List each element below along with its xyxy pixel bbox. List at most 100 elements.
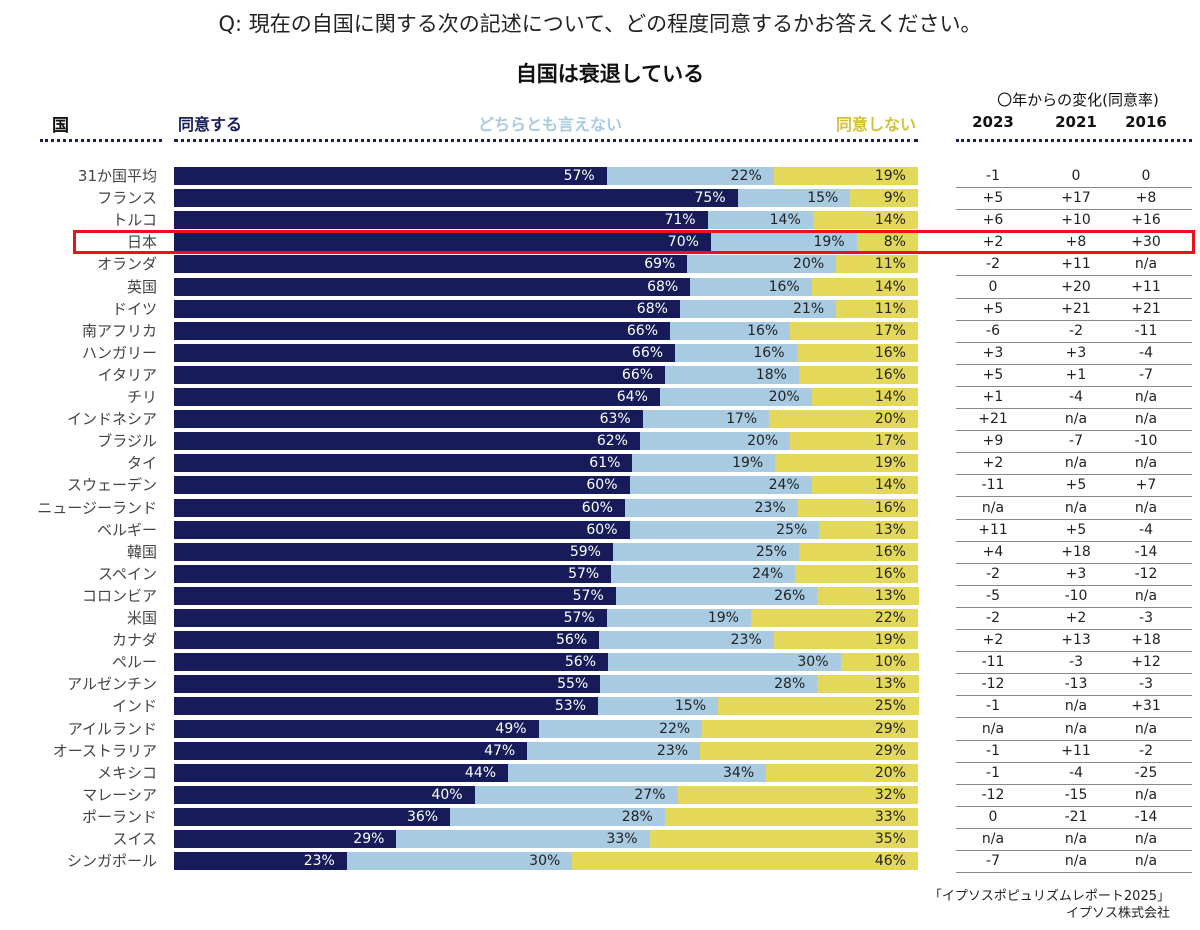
country-label: 日本 xyxy=(126,233,157,252)
data-label-neutral: 21% xyxy=(793,300,825,317)
change-cell-2016: +8 xyxy=(1135,190,1157,207)
change-cell-2023: n/a xyxy=(981,720,1005,737)
data-label-disagree: 16% xyxy=(874,499,906,516)
data-label-disagree: 33% xyxy=(874,808,906,825)
bar-segment-neutral xyxy=(599,631,775,650)
change-cell-2016: n/a xyxy=(1134,499,1158,516)
data-label-agree: 57% xyxy=(568,565,600,582)
bar-segment-agree xyxy=(174,498,626,517)
change-row-divider xyxy=(956,275,1192,277)
country-label: ニュージーランド xyxy=(37,498,157,517)
country-label: 南アフリカ xyxy=(81,321,157,340)
country-label: スウェーデン xyxy=(66,476,157,495)
bar-segment-disagree xyxy=(840,653,919,672)
data-label-neutral: 22% xyxy=(730,168,762,184)
data-label-disagree: 25% xyxy=(874,698,906,715)
data-label-disagree: 19% xyxy=(874,455,906,472)
data-label-disagree: 10% xyxy=(874,654,906,671)
data-label-disagree: 16% xyxy=(874,543,906,560)
change-cell-2021: n/a xyxy=(1064,853,1088,870)
change-cell-2023: +5 xyxy=(982,300,1004,317)
country-header-divider xyxy=(40,139,162,142)
data-label-neutral: 34% xyxy=(723,764,755,781)
country-label: 米国 xyxy=(126,609,157,627)
bar-segment-agree xyxy=(174,410,644,429)
data-label-disagree: 16% xyxy=(874,344,906,361)
change-cell-2023: +5 xyxy=(982,190,1004,207)
bar-segment-disagree xyxy=(817,675,919,694)
bar-segment-disagree xyxy=(773,631,919,650)
data-label-agree: 36% xyxy=(406,808,439,825)
bar-segment-disagree xyxy=(850,189,919,208)
bar-row: 40% 27% 32% xyxy=(174,785,919,804)
bar-segment-agree xyxy=(174,189,739,208)
country-label: 英国 xyxy=(126,277,157,296)
bar-segment-disagree xyxy=(572,852,919,871)
source-line-1: 「イプソスポピュリズムレポート2025」 xyxy=(928,889,1170,904)
data-label-neutral: 28% xyxy=(774,676,806,693)
data-label-disagree: 17% xyxy=(874,433,906,450)
japan-highlight-box xyxy=(73,230,1195,254)
change-cell-2023: +6 xyxy=(982,212,1004,229)
country-label: トルコ xyxy=(112,211,157,230)
country-label: イタリア xyxy=(97,365,157,384)
change-row-divider xyxy=(956,518,1192,520)
data-label-agree: 75% xyxy=(694,190,726,207)
bar-segment-disagree xyxy=(797,498,919,517)
change-cell-2023: -1 xyxy=(986,764,1000,781)
country-label: スイス xyxy=(112,830,157,848)
data-label-agree: 53% xyxy=(554,698,586,715)
data-label-neutral: 28% xyxy=(621,808,653,825)
change-cell-2021: +3 xyxy=(1065,344,1087,361)
change-cell-2021: +2 xyxy=(1065,610,1087,626)
bar-segment-agree xyxy=(174,609,608,627)
data-label-agree: 57% xyxy=(563,168,595,184)
bar-segment-agree xyxy=(174,343,676,362)
change-cell-2016: -11 xyxy=(1134,322,1158,339)
change-row-divider xyxy=(956,187,1192,188)
data-label-neutral: 20% xyxy=(768,389,800,405)
bar-row: 57% 19% 22% xyxy=(174,609,919,627)
country-label: フランス xyxy=(97,189,157,208)
change-cell-2016: -3 xyxy=(1139,610,1153,626)
bar-segment-disagree xyxy=(702,719,919,738)
source-note: 「イプソスポピュリズムレポート2025」 イプソス株式会社 xyxy=(929,888,1170,922)
change-cell-2021: -4 xyxy=(1069,389,1083,405)
bar-segment-agree xyxy=(174,388,661,406)
bar-segment-neutral xyxy=(450,807,666,826)
data-label-agree: 61% xyxy=(589,455,621,472)
bar-segment-neutral xyxy=(665,365,800,384)
change-row-divider xyxy=(956,341,1192,343)
bar-segment-agree xyxy=(174,542,614,561)
change-cell-2016: -4 xyxy=(1139,521,1153,538)
country-label: 31か国平均 xyxy=(77,167,157,185)
chart-title: 自国は衰退している xyxy=(515,62,705,86)
country-label: ドイツ xyxy=(111,299,157,318)
bar-segment-neutral xyxy=(612,542,800,561)
change-cell-2023: 0 xyxy=(988,278,998,295)
change-cell-2021: +11 xyxy=(1061,256,1091,273)
bar-segment-neutral xyxy=(396,830,651,848)
country-label: ペルー xyxy=(111,653,157,672)
change-cell-2023: +3 xyxy=(982,344,1004,361)
bar-segment-neutral xyxy=(710,233,858,252)
data-label-agree: 68% xyxy=(647,278,679,295)
data-label-agree: 60% xyxy=(586,477,618,494)
bar-row: 53% 15% 25% xyxy=(174,697,919,716)
change-cell-2016: n/a xyxy=(1134,853,1158,870)
country-label: コロンビア xyxy=(81,586,157,605)
country-label: インドネシア xyxy=(66,410,157,429)
bar-segment-agree xyxy=(174,653,609,672)
change-row-divider xyxy=(956,363,1192,365)
data-label-neutral: 23% xyxy=(730,632,762,649)
change-cell-2021: n/a xyxy=(1064,831,1088,847)
data-label-disagree: 8% xyxy=(883,234,906,251)
change-row-divider xyxy=(956,408,1192,409)
data-label-neutral: 24% xyxy=(752,565,784,582)
change-cell-2016: n/a xyxy=(1134,411,1158,428)
bar-segment-neutral xyxy=(707,211,814,230)
bar-segment-disagree xyxy=(856,233,919,252)
change-cell-2016: n/a xyxy=(1134,831,1158,847)
bar-segment-agree xyxy=(174,454,633,473)
